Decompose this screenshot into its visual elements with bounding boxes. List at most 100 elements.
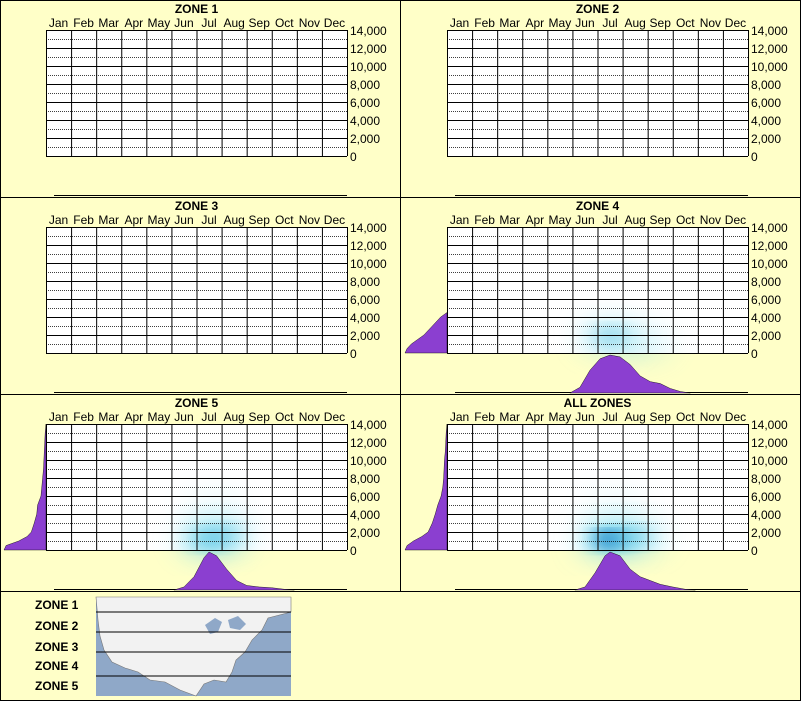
zone-panel: ZONE 5 Jan Feb Mar Apr May Jun Jul Aug Sep Oct Nov D… — [3, 396, 387, 591]
elevation-tick-label: 14,000 — [751, 418, 788, 432]
month-tick-label: Jan — [450, 213, 469, 227]
zone-panel: ZONE 4 Jan Feb Mar Apr May Jun Jul Aug Sep Oct Nov D… — [404, 199, 788, 394]
month-tick-label: Jun — [174, 213, 193, 227]
panel-title: ALL ZONES — [564, 396, 632, 410]
grid — [447, 424, 749, 551]
month-tick-label: Sep — [650, 213, 672, 227]
month-tick-label: Feb — [474, 213, 495, 227]
elevation-tick-label: 4,000 — [350, 508, 380, 522]
month-tick-label: Feb — [474, 410, 495, 424]
month-tick-label: Aug — [223, 16, 244, 30]
panel-title: ZONE 1 — [175, 2, 219, 16]
legend-zone-label: ZONE 5 — [35, 679, 79, 693]
month-tick-label: Apr — [525, 213, 544, 227]
elevation-tick-label: 10,000 — [751, 257, 788, 271]
month-tick-label: Nov — [700, 213, 721, 227]
month-tick-label: May — [148, 213, 171, 227]
month-density — [569, 354, 691, 394]
month-tick-label: Sep — [249, 213, 271, 227]
month-tick-label: Nov — [299, 410, 320, 424]
elevation-tick-label: 8,000 — [350, 275, 380, 289]
elevation-tick-label: 2,000 — [350, 132, 380, 146]
grid — [46, 30, 348, 157]
month-tick-label: Sep — [650, 410, 672, 424]
month-tick-label: Jan — [49, 16, 68, 30]
elevation-density — [404, 312, 448, 354]
elevation-tick-label: 14,000 — [350, 221, 387, 235]
elevation-tick-label: 0 — [751, 544, 758, 558]
month-tick-label: Aug — [624, 16, 645, 30]
zone-panel: ZONE 3 Jan Feb Mar Apr May Jun Jul Aug Sep Oct Nov D… — [46, 199, 387, 393]
elevation-tick-label: 12,000 — [350, 436, 387, 450]
month-tick-label: Jul — [201, 16, 216, 30]
elevation-tick-label: 0 — [350, 544, 357, 558]
elevation-tick-label: 2,000 — [751, 526, 781, 540]
month-tick-label: Oct — [275, 410, 294, 424]
elevation-tick-label: 4,000 — [350, 114, 380, 128]
month-tick-label: Apr — [124, 410, 143, 424]
elevation-tick-label: 4,000 — [751, 114, 781, 128]
heat-spot-halo — [585, 491, 646, 519]
elevation-tick-label: 8,000 — [751, 472, 781, 486]
elevation-tick-label: 6,000 — [350, 490, 380, 504]
elevation-tick-label: 10,000 — [350, 454, 387, 468]
month-tick-label: Jun — [575, 410, 594, 424]
month-tick-label: Mar — [98, 16, 119, 30]
elevation-tick-label: 12,000 — [350, 239, 387, 253]
month-tick-label: Feb — [73, 213, 94, 227]
heat-spot-halo — [184, 491, 245, 519]
elevation-tick-label: 14,000 — [751, 24, 788, 38]
elevation-tick-label: 0 — [751, 150, 758, 164]
month-tick-label: Sep — [249, 410, 271, 424]
grid — [447, 227, 749, 354]
grid — [46, 227, 348, 354]
heat-spot — [206, 527, 243, 544]
month-tick-label: Mar — [499, 410, 520, 424]
elevation-tick-label: 14,000 — [350, 24, 387, 38]
month-tick-label: Jan — [450, 410, 469, 424]
month-tick-label: Jun — [174, 410, 193, 424]
month-tick-label: Oct — [275, 213, 294, 227]
month-tick-label: Jan — [49, 213, 68, 227]
month-tick-label: Jul — [602, 410, 617, 424]
month-tick-label: Nov — [700, 410, 721, 424]
month-tick-label: Mar — [98, 410, 119, 424]
heat-spot-halo — [612, 330, 673, 358]
panel-title: ZONE 3 — [175, 199, 219, 213]
elevation-tick-label: 0 — [350, 347, 357, 361]
elevation-tick-label: 4,000 — [350, 311, 380, 325]
zone-panel: ALL ZONES Jan Feb Mar Apr May Jun Jul Aug Sep Oct N… — [404, 396, 788, 591]
legend-zone-label: ZONE 3 — [35, 640, 79, 654]
elevation-tick-label: 12,000 — [751, 42, 788, 56]
grid — [447, 30, 749, 157]
month-tick-label: Apr — [525, 16, 544, 30]
elevation-tick-label: 2,000 — [751, 132, 781, 146]
month-tick-label: Jul — [602, 213, 617, 227]
month-tick-label: Apr — [525, 410, 544, 424]
elevation-tick-label: 14,000 — [350, 418, 387, 432]
month-tick-label: Mar — [499, 213, 520, 227]
month-tick-label: Sep — [650, 16, 672, 30]
month-tick-label: Aug — [223, 213, 244, 227]
elevation-tick-label: 14,000 — [751, 221, 788, 235]
month-tick-label: Jul — [201, 410, 216, 424]
month-tick-label: Jan — [49, 410, 68, 424]
elevation-tick-label: 8,000 — [350, 472, 380, 486]
month-tick-label: Dec — [324, 213, 345, 227]
elevation-tick-label: 12,000 — [751, 239, 788, 253]
heat-layer — [580, 322, 673, 358]
month-tick-label: Aug — [624, 410, 645, 424]
elevation-tick-label: 10,000 — [751, 60, 788, 74]
month-tick-label: Feb — [474, 16, 495, 30]
elevation-density — [404, 423, 448, 551]
elevation-tick-label: 6,000 — [751, 96, 781, 110]
elevation-tick-label: 0 — [350, 150, 357, 164]
elevation-density — [3, 423, 47, 551]
month-tick-label: Aug — [624, 213, 645, 227]
month-density — [173, 551, 295, 591]
zone-panel: ZONE 1 Jan Feb Mar Apr May Jun Jul Aug Sep Oct Nov D… — [46, 2, 387, 196]
elevation-tick-label: 6,000 — [350, 96, 380, 110]
grid — [46, 424, 348, 551]
month-tick-label: Sep — [249, 16, 271, 30]
elevation-tick-label: 6,000 — [751, 490, 781, 504]
